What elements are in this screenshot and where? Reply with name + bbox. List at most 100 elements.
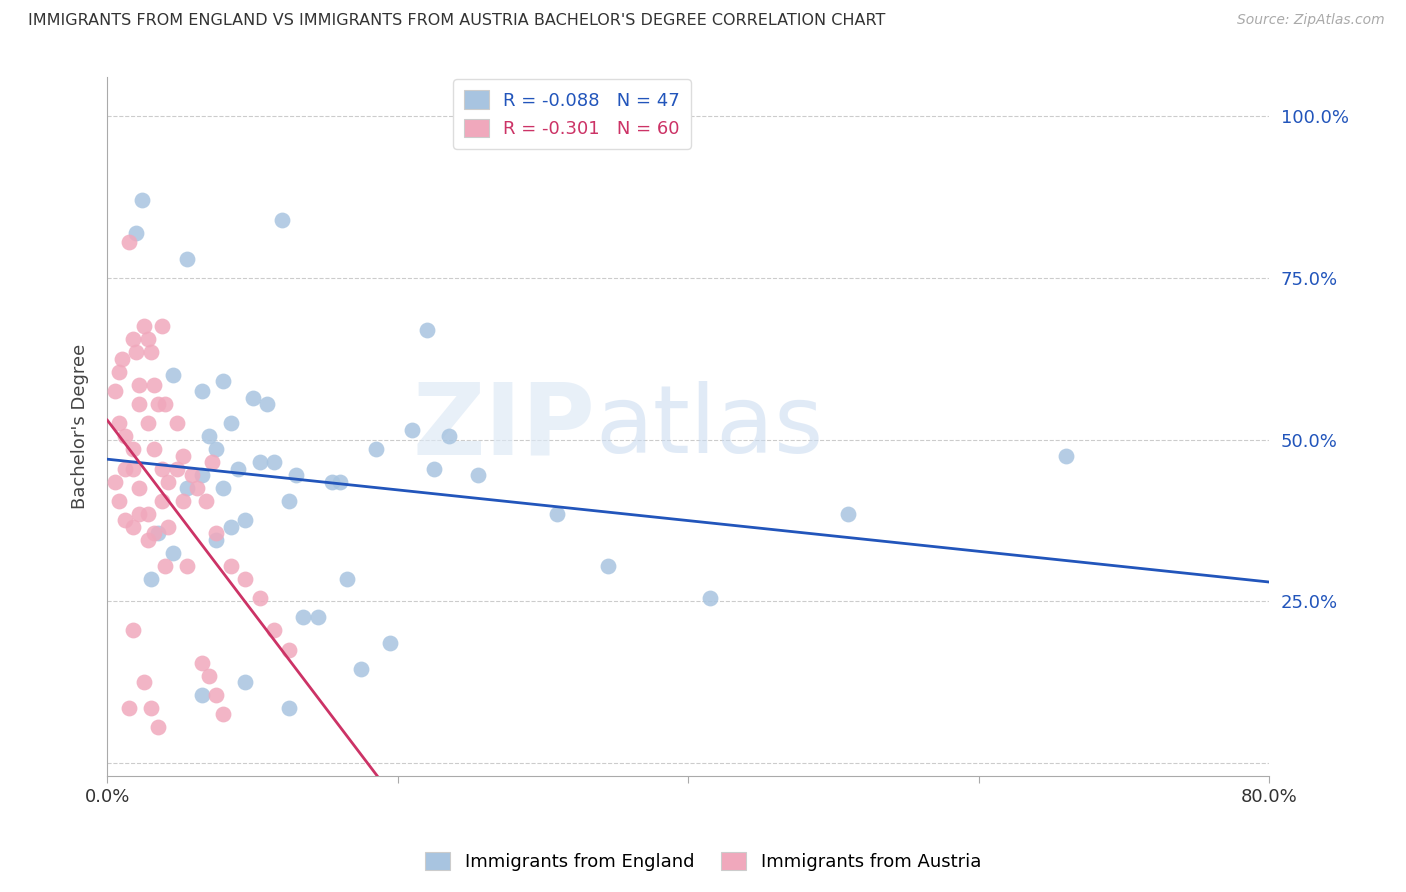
Point — [205, 442, 228, 457]
Point — [122, 332, 145, 346]
Point — [114, 461, 136, 475]
Point — [108, 417, 131, 431]
Point — [198, 429, 221, 443]
Point — [166, 461, 188, 475]
Point — [198, 668, 221, 682]
Legend: Immigrants from England, Immigrants from Austria: Immigrants from England, Immigrants from… — [418, 845, 988, 879]
Point — [152, 461, 174, 475]
Point — [128, 397, 150, 411]
Point — [172, 449, 194, 463]
Point — [157, 475, 180, 489]
Point — [190, 468, 212, 483]
Point — [122, 520, 145, 534]
Point — [598, 558, 620, 573]
Point — [219, 417, 242, 431]
Point — [132, 675, 155, 690]
Point — [157, 520, 180, 534]
Point — [292, 610, 315, 624]
Text: Source: ZipAtlas.com: Source: ZipAtlas.com — [1237, 13, 1385, 28]
Text: IMMIGRANTS FROM ENGLAND VS IMMIGRANTS FROM AUSTRIA BACHELOR'S DEGREE CORRELATION: IMMIGRANTS FROM ENGLAND VS IMMIGRANTS FR… — [28, 13, 886, 29]
Point — [205, 526, 228, 541]
Point — [122, 624, 145, 638]
Point — [364, 442, 387, 457]
Point — [249, 455, 271, 469]
Point — [195, 494, 218, 508]
Point — [699, 591, 721, 605]
Point — [111, 351, 134, 366]
Point — [416, 323, 439, 337]
Point — [329, 475, 352, 489]
Point — [380, 636, 402, 650]
Point — [114, 513, 136, 527]
Point — [122, 461, 145, 475]
Point — [172, 494, 194, 508]
Point — [212, 481, 235, 495]
Point — [249, 591, 271, 605]
Point — [190, 656, 212, 670]
Point — [132, 319, 155, 334]
Point — [136, 332, 159, 346]
Point — [226, 461, 249, 475]
Point — [212, 375, 235, 389]
Point — [277, 701, 299, 715]
Point — [176, 558, 198, 573]
Point — [242, 391, 264, 405]
Point — [437, 429, 460, 443]
Point — [142, 442, 165, 457]
Point — [212, 707, 235, 722]
Point — [136, 417, 159, 431]
Point — [152, 494, 174, 508]
Point — [108, 494, 131, 508]
Point — [201, 455, 224, 469]
Point — [205, 533, 228, 547]
Y-axis label: Bachelor's Degree: Bachelor's Degree — [72, 344, 89, 509]
Point — [125, 345, 148, 359]
Point — [162, 368, 184, 382]
Point — [152, 319, 174, 334]
Point — [128, 377, 150, 392]
Point — [401, 423, 423, 437]
Point — [155, 397, 177, 411]
Point — [155, 558, 177, 573]
Point — [263, 455, 285, 469]
Point — [1054, 449, 1077, 463]
Point — [233, 572, 256, 586]
Point — [190, 384, 212, 398]
Point — [263, 624, 285, 638]
Point — [256, 397, 278, 411]
Point — [233, 675, 256, 690]
Point — [139, 701, 162, 715]
Point — [118, 235, 141, 250]
Point — [146, 720, 169, 734]
Point — [128, 507, 150, 521]
Point — [139, 572, 162, 586]
Point — [277, 494, 299, 508]
Text: ZIP: ZIP — [412, 378, 595, 475]
Point — [233, 513, 256, 527]
Point — [118, 701, 141, 715]
Point — [108, 365, 131, 379]
Point — [467, 468, 489, 483]
Point — [139, 345, 162, 359]
Point — [837, 507, 859, 521]
Point — [307, 610, 329, 624]
Point — [166, 417, 188, 431]
Point — [176, 252, 198, 266]
Point — [125, 226, 148, 240]
Point — [146, 526, 169, 541]
Point — [219, 520, 242, 534]
Text: atlas: atlas — [595, 381, 824, 473]
Point — [336, 572, 359, 586]
Point — [270, 212, 292, 227]
Point — [205, 688, 228, 702]
Point — [219, 558, 242, 573]
Point — [423, 461, 446, 475]
Point — [103, 384, 125, 398]
Point — [128, 481, 150, 495]
Point — [190, 688, 212, 702]
Point — [186, 481, 208, 495]
Point — [122, 442, 145, 457]
Point — [142, 377, 165, 392]
Point — [277, 642, 299, 657]
Point — [142, 526, 165, 541]
